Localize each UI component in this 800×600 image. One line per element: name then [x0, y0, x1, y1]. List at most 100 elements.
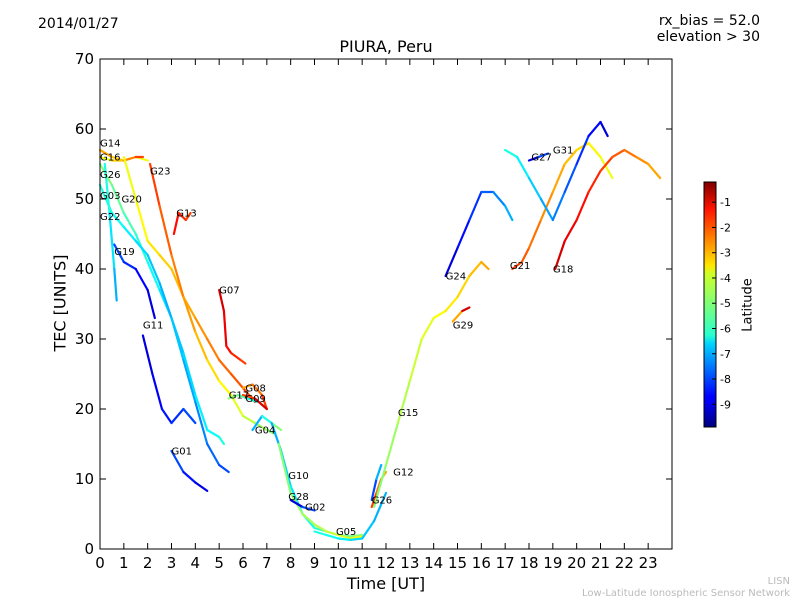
series-label-g20: G20 [121, 195, 141, 206]
series-segment-g20 [206, 337, 221, 362]
series-segment-g15 [456, 274, 471, 299]
series-segment-g17 [227, 393, 240, 400]
series-label-g29: G29 [453, 321, 473, 332]
series-segment-g01 [170, 449, 185, 474]
x-tick-label: 17 [496, 554, 515, 572]
series-segment-g24 [444, 246, 459, 278]
series-segment-g11 [160, 407, 173, 425]
series-segment-g07 [225, 344, 233, 355]
x-tick-label: 8 [286, 554, 296, 572]
series-segment-g03 [122, 225, 137, 243]
series-segment-g15 [384, 421, 400, 467]
x-tick-label: 15 [448, 554, 467, 572]
series-segment-g05 [349, 537, 364, 542]
y-tick-label: 50 [75, 190, 94, 208]
series-label-g17: G17 [229, 391, 249, 402]
series-segment-g15 [396, 379, 411, 425]
elevation-label: elevation > 30 [656, 29, 760, 45]
y-ticks-layer: 0 10 20 30 40 50 60 70 [75, 50, 672, 558]
colorbar-tick-label: -7 [720, 348, 731, 361]
series-segment-g13 [172, 211, 180, 236]
series-segment-g05 [325, 533, 340, 540]
colorbar-ticks-layer: -1 -2 -3 -4 -5 -6 -7 -8 -9 [712, 196, 731, 411]
x-tick-label: 19 [543, 554, 562, 572]
series-segment-g23 [182, 295, 197, 334]
series-segment-g28 [277, 442, 292, 495]
series-segment-g26 [206, 442, 221, 467]
series-segment-g26 [218, 463, 230, 474]
series-label-g16: G16 [100, 153, 120, 164]
series-label-g27: G27 [531, 153, 551, 164]
series-segment-g13 [177, 211, 187, 222]
x-tick-label: 11 [353, 554, 372, 572]
series-segment-g16 [98, 155, 114, 162]
series-segment-g29 [461, 306, 471, 313]
x-tick-label: 0 [95, 554, 105, 572]
series-segment-g19 [134, 267, 149, 292]
series-segment-g03 [182, 351, 197, 397]
series-segment-g09 [241, 393, 257, 400]
rx-bias-label: rx_bias = 52.0 [658, 13, 760, 29]
x-tick-label: 18 [519, 554, 538, 572]
series-segment-g12 [370, 477, 378, 502]
series-segment-g08 [241, 383, 254, 390]
x-tick-label: 20 [567, 554, 586, 572]
series-segment-g21 [551, 162, 566, 194]
series-segment-g03 [134, 239, 149, 257]
chart-title: PIURA, Peru [339, 37, 433, 56]
y-tick-label: 70 [75, 50, 94, 68]
series-segment-g18 [623, 148, 638, 159]
series-segment-g31 [575, 134, 590, 166]
series-segment-g18 [599, 155, 614, 173]
series-label-g12: G12 [393, 468, 413, 479]
series-segment-g27 [537, 152, 550, 159]
series-segment-g13 [184, 211, 192, 222]
series-segment-g11 [151, 372, 164, 411]
series-segment-g23 [265, 428, 276, 435]
series-segment-g15 [432, 309, 447, 320]
series-label-g02: G02 [305, 503, 325, 514]
series-segment-g31 [527, 176, 543, 201]
series-label-g19: G19 [114, 247, 134, 258]
series-segment-g23 [158, 204, 173, 257]
series-segment-g23 [218, 379, 233, 397]
series-segment-g11 [170, 407, 185, 425]
series-label-g26: G26 [100, 170, 120, 181]
series-segment-g28 [325, 530, 340, 537]
series-segment-g19 [113, 243, 125, 264]
series-label-g10: G10 [288, 471, 308, 482]
series-segment-g20 [122, 155, 137, 201]
x-tick-label: 1 [119, 554, 129, 572]
series-segment-g03 [146, 253, 161, 285]
series-segment-g31 [563, 162, 578, 194]
series-segment-g20 [218, 358, 233, 376]
series-segment-g15 [408, 337, 423, 383]
series-segment-g07 [229, 351, 242, 362]
x-tick-label: 5 [214, 554, 224, 572]
series-segment-g20 [194, 316, 209, 341]
series-segment-g15 [468, 260, 483, 278]
series-segment-g07 [239, 358, 247, 365]
series-segment-g26 [122, 211, 137, 236]
series-segment-g11 [182, 407, 197, 425]
series-segment-g31 [599, 120, 609, 138]
series-segment-g31 [587, 120, 602, 138]
series-segment-g03 [194, 393, 209, 432]
x-tick-label: 16 [472, 554, 491, 572]
series-segment-g15 [372, 463, 388, 509]
y-tick-label: 10 [75, 470, 94, 488]
series-segment-g03 [158, 281, 173, 320]
series-segment-g26 [110, 183, 125, 215]
series-label-g08: G08 [245, 384, 265, 395]
series-segment-g15 [444, 295, 459, 313]
series-segment-g11 [141, 334, 154, 376]
series-segment-g12 [375, 463, 383, 481]
date-label: 2014/01/27 [38, 16, 119, 32]
series-segment-g04 [260, 414, 273, 425]
series-segment-g31 [551, 190, 566, 222]
x-tick-label: 10 [329, 554, 348, 572]
series-segment-g19 [122, 260, 137, 271]
series-segment-g24 [492, 190, 507, 208]
series-segment-g18 [563, 218, 578, 243]
